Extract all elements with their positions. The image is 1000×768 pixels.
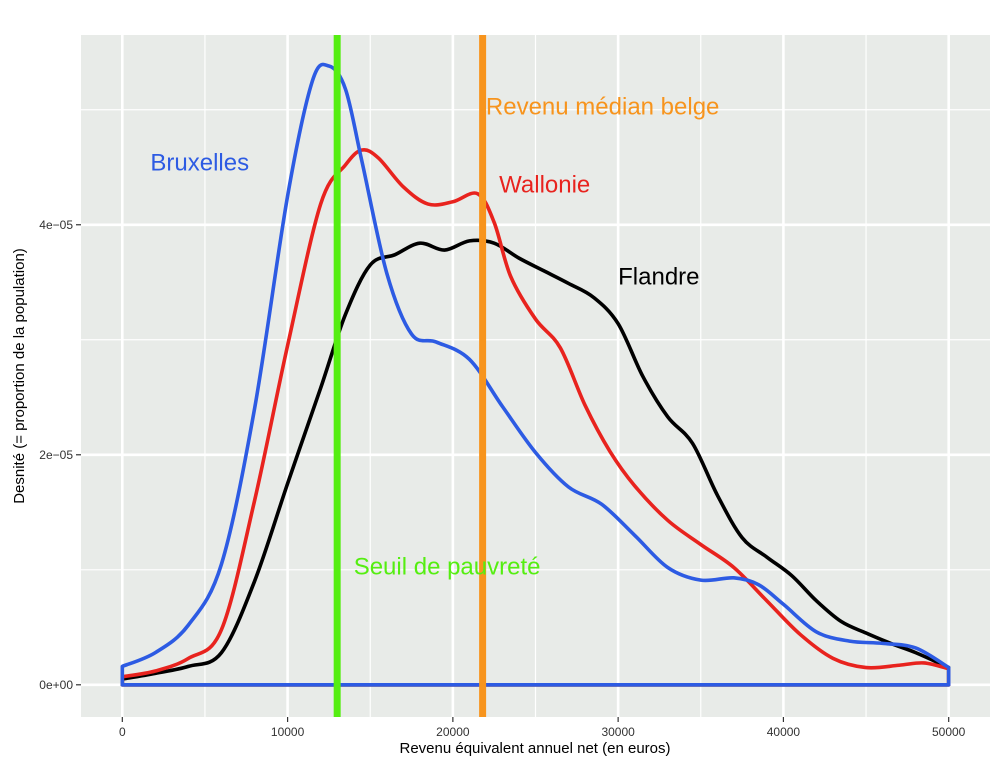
annotation-seuil-de-pauvret: Seuil de pauvreté: [354, 553, 541, 580]
annotation-bruxelles: Bruxelles: [150, 150, 249, 177]
series-layer: [120, 62, 951, 687]
x-tick-label: 10000: [271, 725, 305, 739]
x-tick-label: 30000: [601, 725, 635, 739]
density-curve-bruxelles: [120, 62, 951, 687]
grid-minor: [81, 35, 990, 717]
y-tick-label: 2e−05: [39, 448, 73, 462]
density-curve-flandre: [120, 238, 951, 687]
x-tick-label: 0: [119, 725, 126, 739]
annotation-revenu-m-dian-belge: Revenu médian belge: [486, 93, 720, 120]
y-tick-label: 4e−05: [39, 218, 73, 232]
annotation-flandre: Flandre: [618, 264, 699, 291]
y-tick-label: 0e+00: [39, 678, 73, 692]
annotations: Bruxelles Wallonie Flandre Revenu médian be…: [150, 93, 719, 580]
x-tick-label: 20000: [436, 725, 470, 739]
density-curve-wallonie: [120, 147, 951, 687]
x-tick-label: 50000: [932, 725, 966, 739]
y-axis: 0e+00 2e−05 4e−05: [39, 218, 81, 692]
x-axis-title: Revenu équivalent annuel net (en euros): [399, 740, 670, 757]
y-axis-title: Desnité (= proportion de la population): [11, 248, 28, 504]
reference-lines: [333, 35, 487, 717]
x-axis: 0 10000 20000 30000 40000 50000: [119, 717, 966, 739]
x-tick-label: 40000: [767, 725, 801, 739]
annotation-wallonie: Wallonie: [499, 172, 590, 199]
